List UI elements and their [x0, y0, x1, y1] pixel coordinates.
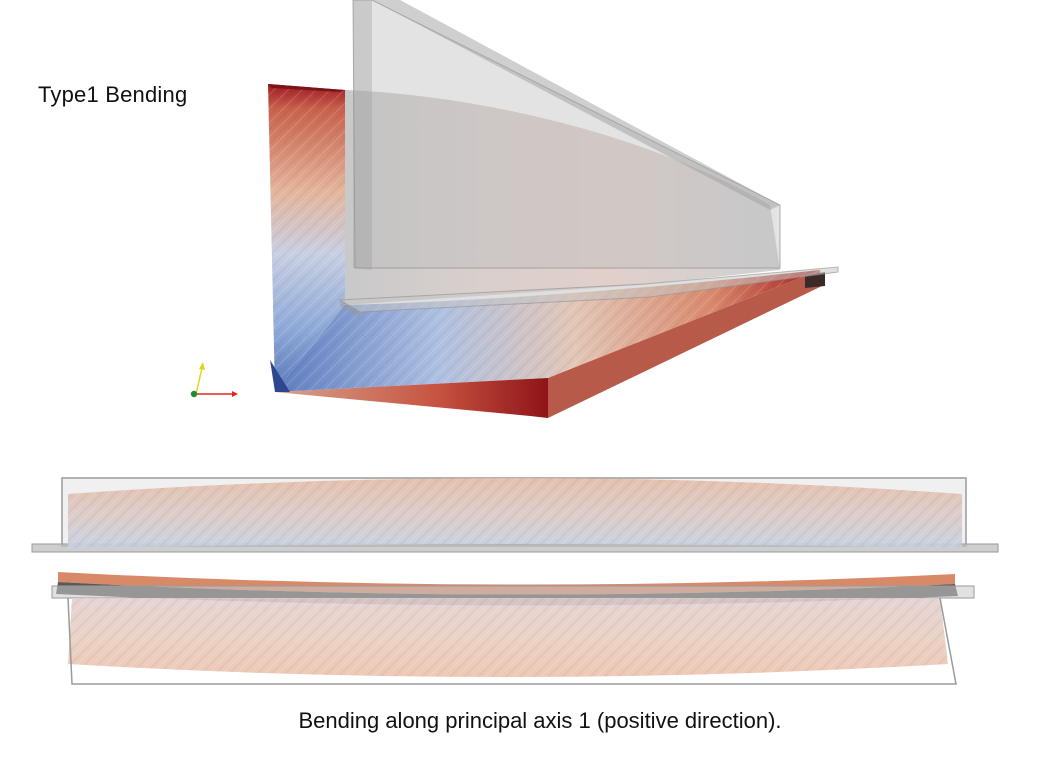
undeformed-web-ghost: [352, 0, 781, 269]
isometric-view: [190, 0, 839, 418]
deformed-web-side: [345, 90, 780, 305]
axes-triad: [190, 362, 238, 398]
top-view: [51, 572, 975, 685]
front-view: [31, 477, 999, 553]
figure-title: Type1 Bending: [38, 82, 188, 107]
ghost-outline-top: [51, 585, 975, 599]
deformed-flange-edge: [275, 378, 548, 418]
figure-caption: Bending along principal axis 1 (positive…: [298, 708, 782, 733]
